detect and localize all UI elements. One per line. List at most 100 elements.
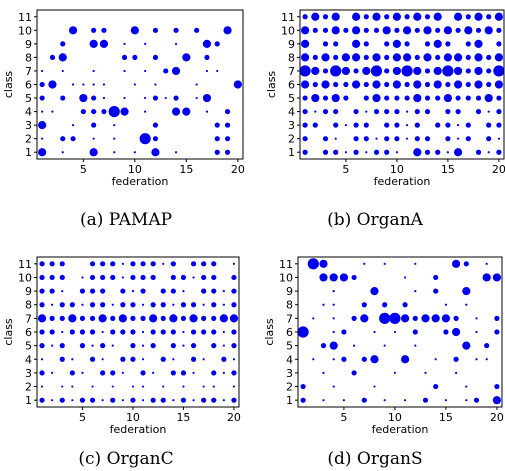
data-point bbox=[434, 358, 437, 361]
data-point bbox=[361, 302, 367, 308]
data-point bbox=[457, 124, 460, 127]
data-point bbox=[79, 329, 86, 335]
data-point bbox=[39, 81, 45, 88]
data-point bbox=[211, 343, 217, 349]
y-tick-label: 1 bbox=[288, 146, 295, 159]
data-point bbox=[392, 66, 401, 76]
y-tick-label: 9 bbox=[288, 38, 295, 51]
y-tick-label: 3 bbox=[286, 367, 293, 380]
data-point bbox=[302, 108, 308, 115]
y-tick-label: 8 bbox=[25, 299, 32, 312]
data-point bbox=[462, 341, 471, 350]
data-point bbox=[89, 274, 96, 281]
data-point bbox=[180, 370, 187, 376]
y-tick-label: 11 bbox=[18, 11, 32, 24]
data-point bbox=[49, 288, 55, 294]
y-tick-label: 9 bbox=[286, 285, 293, 298]
data-point bbox=[339, 273, 348, 282]
data-point bbox=[80, 108, 86, 115]
y-tick-label: 2 bbox=[25, 133, 32, 146]
data-point bbox=[163, 68, 169, 74]
data-point bbox=[120, 302, 126, 308]
data-point bbox=[160, 315, 166, 321]
data-point bbox=[384, 108, 390, 115]
data-point bbox=[301, 39, 310, 48]
data-point bbox=[465, 68, 471, 74]
x-tick-label: 10 bbox=[390, 163, 404, 176]
data-point bbox=[89, 397, 96, 403]
data-point bbox=[69, 329, 75, 335]
y-axis-label: class bbox=[263, 318, 276, 346]
data-point bbox=[120, 329, 126, 335]
data-point bbox=[160, 288, 166, 294]
data-point bbox=[496, 108, 502, 115]
data-point bbox=[496, 149, 502, 155]
data-point bbox=[486, 54, 492, 61]
data-point bbox=[140, 315, 146, 321]
x-axis-label: federation bbox=[372, 423, 429, 436]
data-point bbox=[201, 397, 207, 403]
data-point bbox=[475, 317, 478, 320]
data-point bbox=[353, 136, 359, 142]
data-point bbox=[363, 27, 369, 33]
data-point bbox=[224, 149, 231, 155]
data-point bbox=[100, 274, 106, 281]
data-point bbox=[332, 317, 335, 320]
data-point bbox=[383, 399, 386, 402]
y-tick-label: 4 bbox=[25, 106, 32, 119]
data-point bbox=[39, 274, 45, 281]
data-point bbox=[110, 329, 116, 335]
data-point bbox=[170, 329, 176, 335]
data-point bbox=[351, 315, 357, 321]
data-point bbox=[435, 27, 441, 33]
data-point bbox=[154, 83, 157, 86]
data-point bbox=[322, 371, 325, 375]
data-point bbox=[442, 65, 454, 77]
data-point bbox=[373, 385, 376, 388]
data-point bbox=[149, 314, 158, 323]
data-point bbox=[58, 53, 67, 62]
data-point bbox=[111, 344, 114, 347]
y-tick-label: 11 bbox=[281, 11, 295, 24]
data-point bbox=[38, 121, 47, 130]
data-point bbox=[333, 81, 339, 88]
data-point bbox=[365, 110, 368, 113]
data-point bbox=[170, 274, 176, 281]
data-point bbox=[321, 53, 330, 62]
data-point bbox=[373, 27, 380, 33]
data-point bbox=[113, 124, 116, 127]
data-point bbox=[41, 110, 44, 113]
data-point bbox=[182, 330, 185, 334]
data-point bbox=[190, 356, 197, 362]
data-point bbox=[211, 274, 217, 281]
data-point bbox=[150, 274, 156, 281]
data-point bbox=[91, 95, 97, 101]
data-point bbox=[322, 95, 329, 101]
data-point bbox=[332, 303, 335, 306]
data-point bbox=[231, 397, 237, 403]
data-point bbox=[384, 81, 390, 88]
data-point bbox=[202, 93, 212, 103]
data-point bbox=[229, 314, 239, 323]
data-point bbox=[302, 95, 308, 101]
x-tick-label: 20 bbox=[490, 411, 504, 424]
data-point bbox=[61, 69, 64, 73]
data-point bbox=[384, 95, 390, 101]
data-point bbox=[89, 302, 96, 308]
data-point bbox=[211, 329, 217, 335]
data-point bbox=[152, 136, 159, 142]
data-point bbox=[51, 371, 54, 375]
data-point bbox=[484, 26, 493, 35]
data-point bbox=[59, 343, 65, 349]
x-axis-label: federation bbox=[374, 175, 431, 188]
data-point bbox=[474, 80, 483, 89]
data-point bbox=[113, 151, 116, 154]
data-point bbox=[182, 344, 185, 347]
data-point bbox=[152, 122, 159, 128]
data-point bbox=[465, 122, 471, 128]
data-point bbox=[41, 69, 44, 73]
data-point bbox=[108, 105, 120, 118]
data-point bbox=[493, 65, 505, 77]
data-point bbox=[49, 274, 55, 281]
data-point bbox=[413, 80, 422, 89]
